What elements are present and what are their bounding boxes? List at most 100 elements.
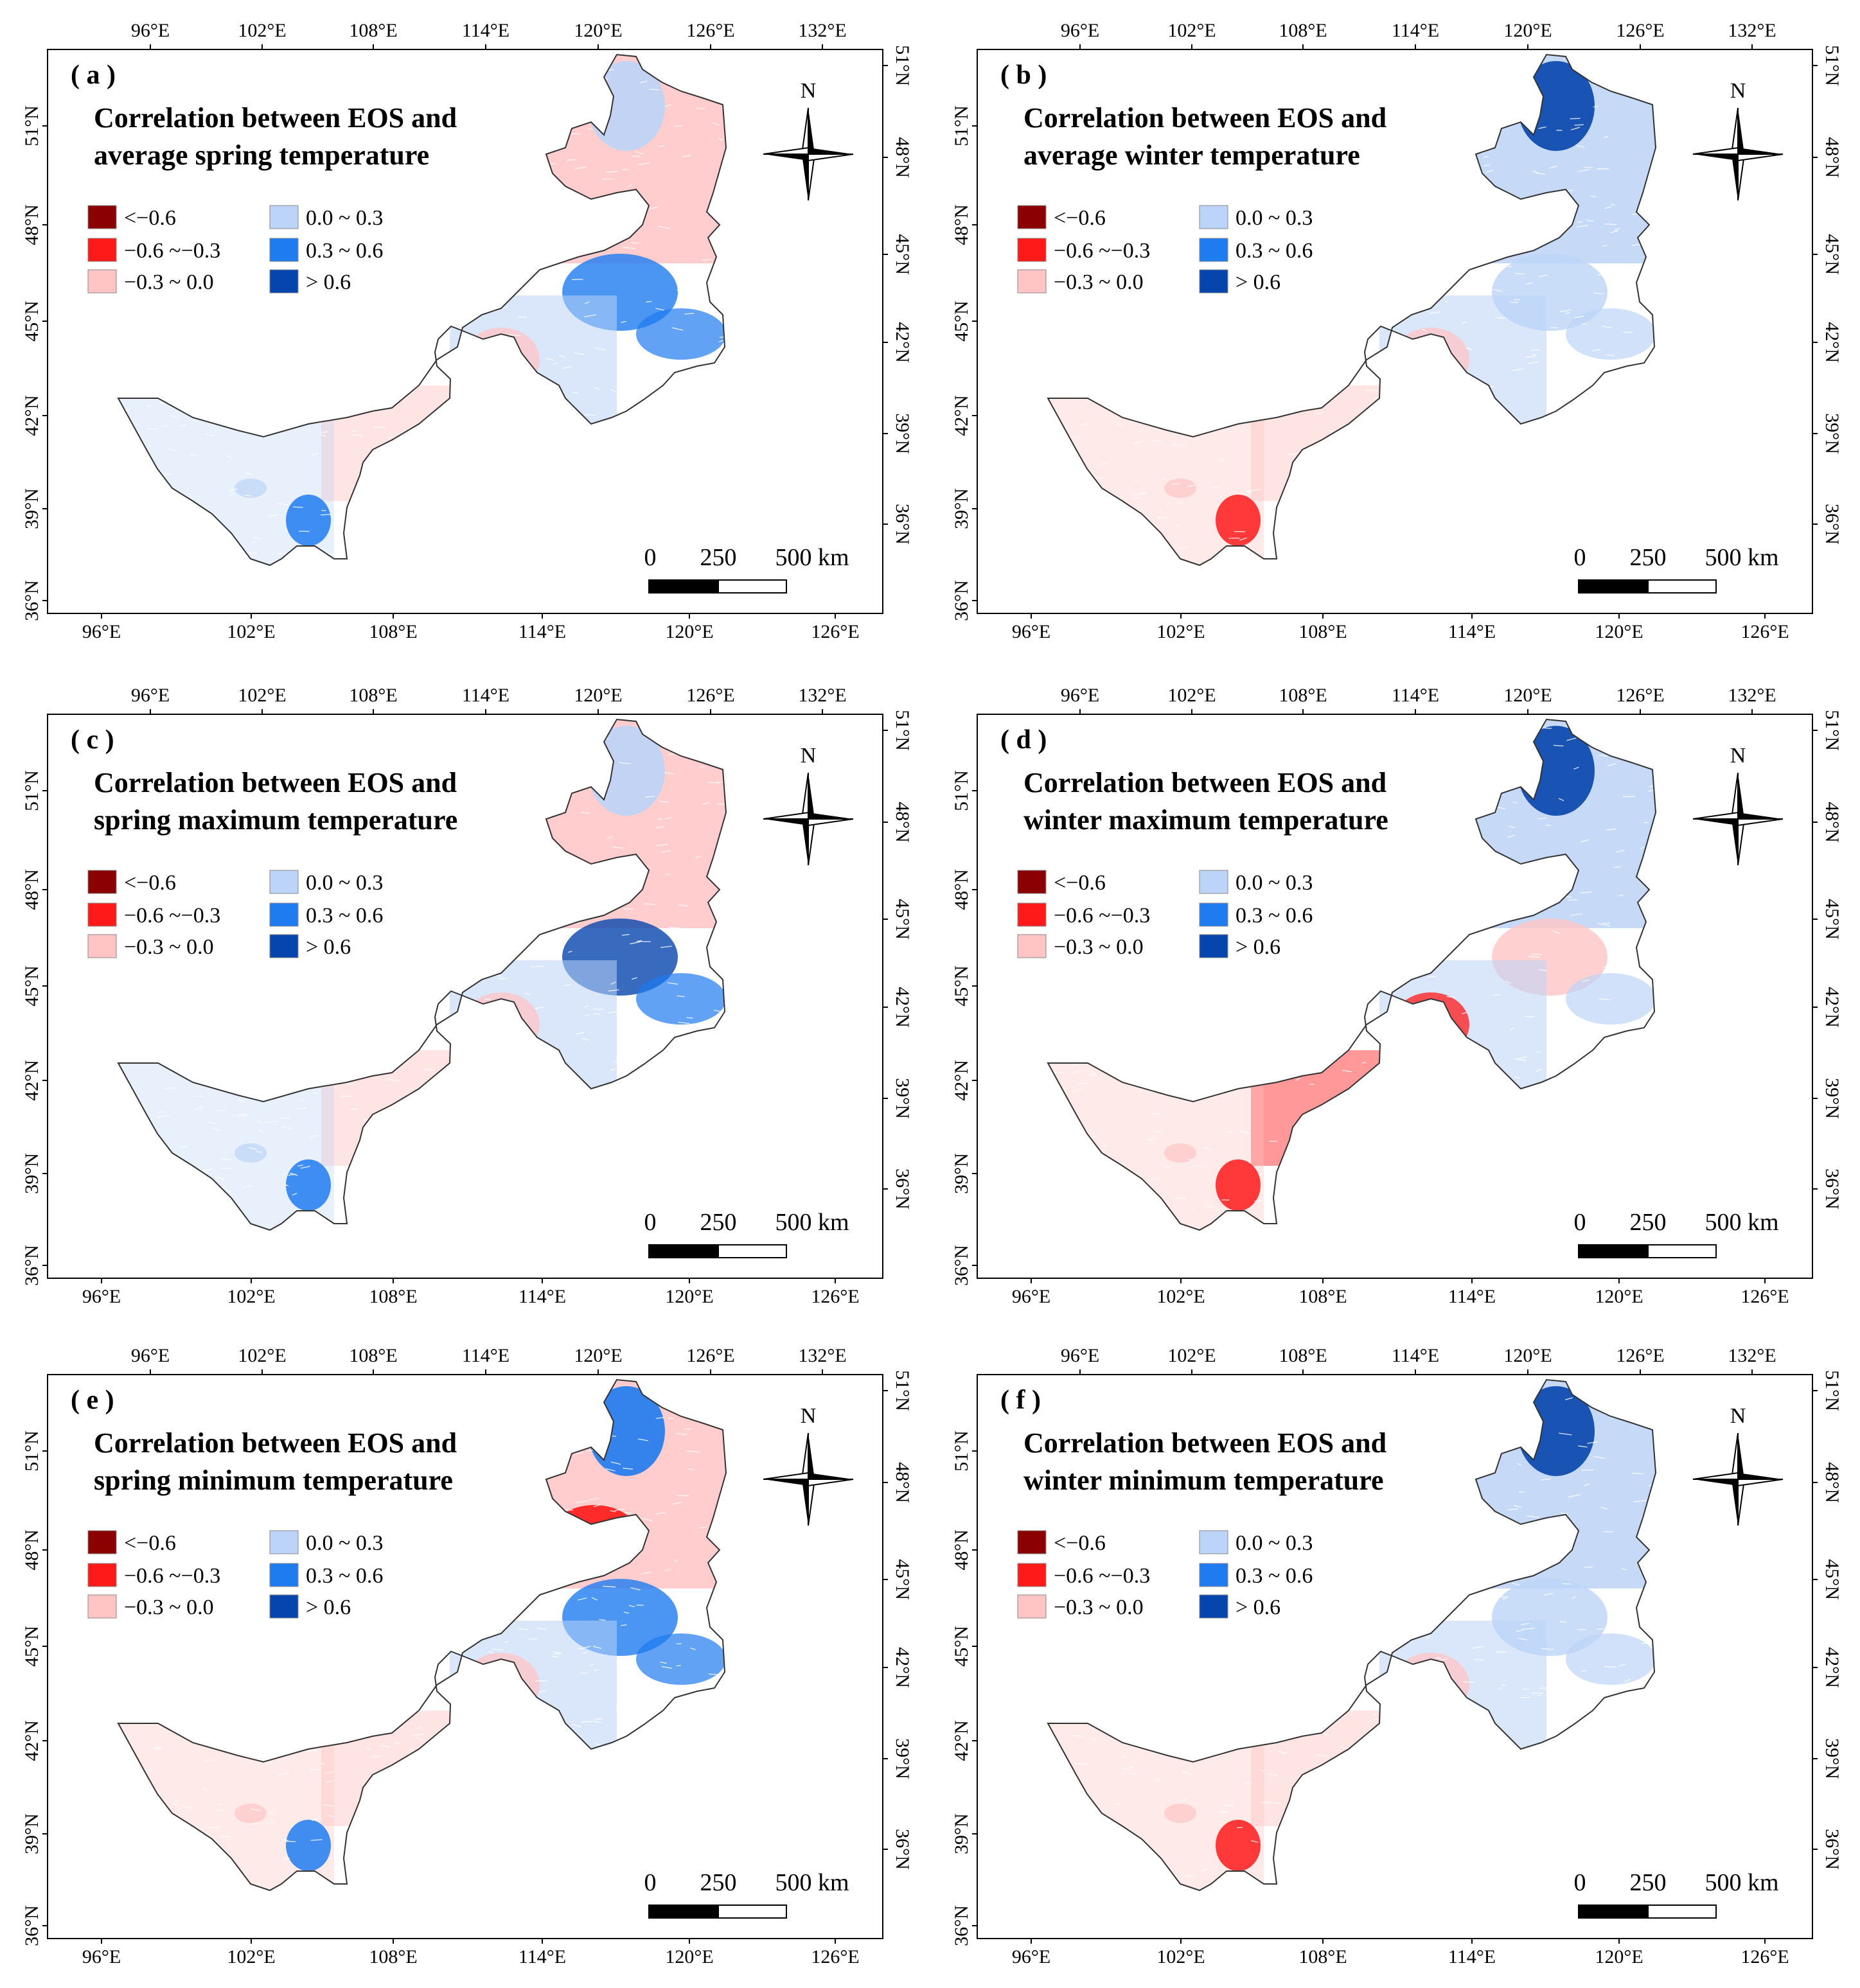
lon-top-label: 102°E	[238, 1345, 286, 1366]
lon-top-label: 132°E	[798, 20, 846, 41]
lat-right-label: 39°N	[1821, 1078, 1843, 1119]
lat-left-label: 51°N	[951, 105, 972, 146]
map-panel-b-svg: 96°E 102°E 108°E 114°E 120°E 126°E 132°E 96°E 10…	[951, 20, 1843, 642]
lat-right-label: 39°N	[892, 1738, 913, 1779]
lon-bottom-label: 96°E	[1012, 621, 1050, 642]
lat-right-label: 48°N	[1821, 1462, 1843, 1503]
lon-bottom-label: 102°E	[1156, 1946, 1205, 1967]
scale-bar-label: 0	[1574, 544, 1586, 571]
lat-left-label: 51°N	[21, 770, 42, 811]
lat-left-label: 42°N	[951, 1720, 972, 1761]
lat-right-label: 36°N	[1821, 1829, 1843, 1870]
legend-label: −0.3 ~ 0.0	[1054, 935, 1144, 959]
scale-bar-label: 250	[700, 1869, 737, 1896]
lat-right-label: 42°N	[1821, 1647, 1843, 1688]
lon-bottom-label: 114°E	[1448, 1946, 1496, 1967]
lon-top-label: 126°E	[1616, 685, 1664, 706]
lat-left-label: 45°N	[21, 301, 42, 342]
lon-top-label: 108°E	[349, 20, 397, 41]
lat-right-label: 45°N	[1821, 234, 1843, 275]
legend-swatch	[87, 1594, 117, 1619]
lon-bottom-label: 114°E	[518, 1946, 566, 1967]
lat-left-label: 42°N	[21, 1060, 42, 1101]
legend-label: 0.3 ~ 0.6	[1236, 1564, 1313, 1588]
legend-label: 0.0 ~ 0.3	[306, 206, 383, 230]
lat-left-label: 39°N	[21, 1153, 42, 1194]
map-panel-c: 96°E 102°E 108°E 114°E 120°E 126°E 132°E 96°E 10…	[0, 665, 930, 1327]
scale-bar-label: 0	[644, 1209, 657, 1236]
scale-bar-label: 500 km	[775, 1869, 849, 1896]
legend-swatch	[1199, 902, 1228, 927]
legend-swatch	[87, 1530, 117, 1554]
legend-swatch	[269, 1563, 299, 1587]
legend-label: 0.3 ~ 0.6	[306, 904, 383, 928]
panel-title-line2: spring maximum temperature	[94, 804, 457, 836]
lat-left-label: 51°N	[21, 1430, 42, 1472]
lat-right-label: 51°N	[892, 45, 913, 86]
lat-left-label: 39°N	[951, 1153, 972, 1194]
lon-top-label: 114°E	[462, 685, 509, 706]
lat-right-label: 51°N	[892, 1370, 913, 1411]
scale-bar-label: 0	[644, 544, 657, 571]
legend-label: 0.3 ~ 0.6	[306, 239, 383, 263]
legend-label: > 0.6	[306, 1596, 351, 1619]
lon-top-label: 96°E	[1061, 20, 1099, 41]
lon-bottom-label: 102°E	[1156, 1286, 1205, 1307]
lon-bottom-label: 108°E	[369, 621, 417, 642]
map-panel-a: 96°E 102°E 108°E 114°E 120°E 126°E 132°E 96°E 10…	[0, 0, 930, 662]
legend-swatch	[1017, 238, 1047, 262]
legend-label: <−0.6	[1054, 871, 1106, 895]
map-panel-c-svg: 96°E 102°E 108°E 114°E 120°E 126°E 132°E 96°E 10…	[21, 685, 913, 1307]
legend-label: <−0.6	[1054, 1531, 1106, 1555]
scale-bar-label: 0	[1574, 1869, 1586, 1896]
scale-bar-label: 250	[700, 1209, 737, 1236]
lat-left-label: 45°N	[21, 1626, 42, 1667]
lon-top-label: 120°E	[1503, 685, 1552, 706]
lon-top-label: 132°E	[798, 685, 846, 706]
lon-top-label: 102°E	[1167, 1345, 1216, 1366]
region-outline	[1047, 53, 1657, 567]
lat-left-label: 48°N	[21, 869, 42, 910]
lat-right-label: 51°N	[1821, 710, 1843, 751]
map-panel-b: 96°E 102°E 108°E 114°E 120°E 126°E 132°E 96°E 10…	[930, 0, 1859, 662]
lon-bottom-label: 108°E	[1298, 1286, 1347, 1307]
map-panel-f-svg: 96°E 102°E 108°E 114°E 120°E 126°E 132°E 96°E 10…	[951, 1345, 1843, 1967]
legend-label: 0.0 ~ 0.3	[1236, 206, 1313, 230]
scale-bar	[1578, 1244, 1717, 1258]
region-outline	[1047, 718, 1657, 1231]
scale-bar	[1578, 1904, 1717, 1919]
panel-letter: ( a )	[71, 60, 116, 90]
lat-left-label: 42°N	[21, 1720, 42, 1761]
lon-bottom-label: 108°E	[369, 1946, 417, 1967]
lat-right-label: 45°N	[892, 234, 913, 275]
lat-right-label: 45°N	[892, 899, 913, 940]
lat-left-label: 36°N	[951, 1245, 972, 1286]
panel-letter: ( d )	[1000, 725, 1047, 755]
lat-right-label: 51°N	[1821, 1370, 1843, 1411]
scale-bar-label: 500 km	[775, 544, 849, 571]
lon-bottom-label: 120°E	[665, 1286, 713, 1307]
lon-top-label: 102°E	[1167, 685, 1216, 706]
legend-swatch	[1199, 269, 1228, 294]
legend-label: −0.6 ~−0.3	[1054, 1564, 1150, 1588]
panel-title-line1: Correlation between EOS and	[94, 102, 457, 134]
lat-right-label: 42°N	[892, 1647, 913, 1688]
scale-bar-label: 500 km	[1705, 1869, 1778, 1896]
legend-swatch	[87, 934, 117, 958]
legend-label: −0.3 ~ 0.0	[1054, 270, 1144, 294]
lon-bottom-label: 102°E	[1156, 621, 1205, 642]
lat-left-label: 48°N	[21, 1529, 42, 1570]
lat-right-label: 39°N	[1821, 1738, 1843, 1779]
legend-label: <−0.6	[124, 1531, 176, 1555]
lat-left-label: 45°N	[951, 301, 972, 342]
lon-top-label: 114°E	[462, 20, 509, 41]
lon-top-label: 96°E	[131, 1345, 170, 1366]
lat-right-label: 48°N	[892, 802, 913, 843]
legend-label: > 0.6	[1236, 935, 1280, 959]
legend-swatch	[269, 238, 299, 262]
scale-bar-label: 0	[1574, 1209, 1586, 1236]
legend-swatch	[269, 902, 299, 927]
legend-label: > 0.6	[1236, 270, 1280, 294]
legend-swatch	[1199, 934, 1228, 958]
lat-left-label: 36°N	[951, 580, 972, 621]
